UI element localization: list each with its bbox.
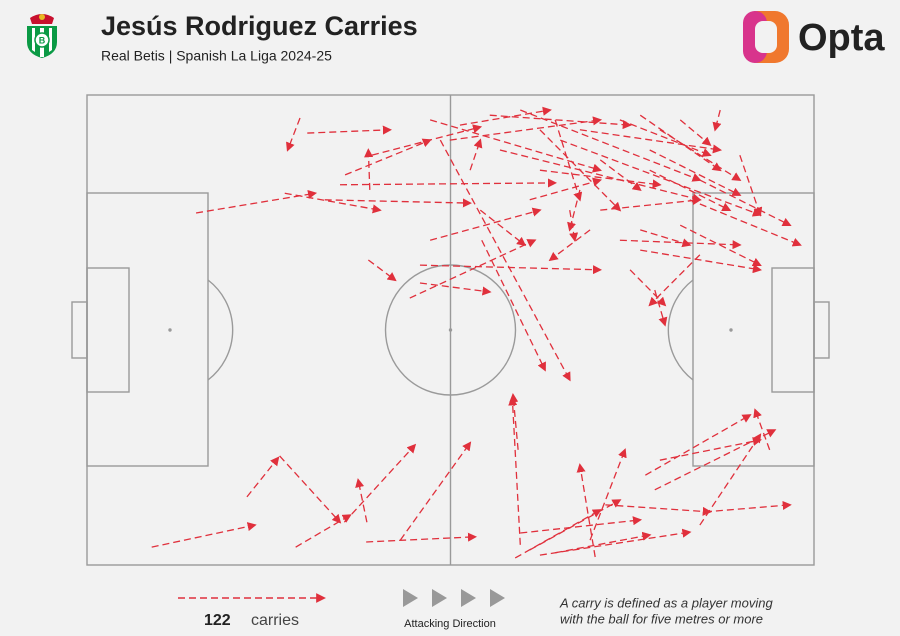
- chart-subtitle: Real Betis | Spanish La Liga 2024-25: [101, 48, 332, 64]
- carry-arrow: [409, 239, 537, 299]
- carry-arrow: [689, 199, 802, 247]
- carry-count: 122: [204, 612, 231, 629]
- carry-arrow: [419, 264, 603, 275]
- carry-arrow: [645, 414, 752, 476]
- carry-arrow: [600, 196, 702, 211]
- pitch: [71, 94, 830, 566]
- carry-arrow: [560, 139, 762, 217]
- carry-arrow: [753, 408, 771, 451]
- carry-arrow: [439, 139, 571, 382]
- carry-arrow: [704, 500, 792, 513]
- carry-arrow: [479, 209, 527, 247]
- carry-arrow: [605, 504, 712, 516]
- carry-arrow: [508, 396, 521, 545]
- carry-arrow: [548, 229, 591, 262]
- carry-arrow: [539, 528, 692, 556]
- carry-arrow: [339, 178, 558, 188]
- carry-arrow: [529, 499, 622, 551]
- carry-arrow: [151, 522, 257, 548]
- carry-arrow: [529, 177, 603, 201]
- carry-arrow: [429, 207, 542, 241]
- carry-arrow: [619, 119, 712, 157]
- svg-text:B: B: [39, 35, 46, 45]
- carry-arrow: [520, 109, 702, 182]
- carry-arrow: [469, 138, 483, 171]
- carry-arrow: [567, 189, 581, 232]
- carry-arrow: [579, 129, 723, 154]
- carry-arrow: [449, 116, 603, 141]
- carry-arrow: [539, 169, 662, 189]
- carry-arrow: [649, 149, 742, 196]
- carry-arrow: [366, 532, 478, 543]
- carry-arrow: [459, 106, 552, 126]
- carry-arrow: [489, 114, 632, 130]
- carry-arrow: [640, 249, 762, 274]
- carry-arrow: [307, 125, 392, 135]
- carry-arrow: [619, 239, 742, 250]
- carry-arrow: [399, 441, 472, 541]
- carry-arrow: [576, 463, 596, 558]
- carry-arrow: [649, 169, 732, 211]
- carry-arrow: [599, 159, 642, 192]
- carries-layer: [151, 106, 802, 559]
- count-label: carries: [251, 612, 299, 629]
- carry-arrow: [195, 189, 318, 214]
- carry-arrow: [344, 138, 432, 176]
- carry-arrow: [648, 254, 701, 307]
- carry-arrow: [279, 455, 342, 524]
- carry-arrow: [699, 433, 762, 526]
- carry-arrow: [324, 198, 472, 208]
- carry-arrow: [286, 117, 301, 152]
- carry-arrow: [419, 282, 492, 296]
- carry-arrow: [520, 516, 643, 534]
- carry-arrow: [654, 289, 668, 327]
- carry-arrow: [246, 456, 280, 498]
- carry-arrow: [499, 149, 702, 203]
- carry-arrow: [629, 269, 667, 307]
- carry-arrow: [509, 393, 519, 450]
- carry-arrow: [355, 478, 368, 523]
- note-line: with the ball for five metres or more: [560, 611, 763, 626]
- carry-arrow: [343, 443, 417, 523]
- brand-name: Opta: [798, 17, 885, 59]
- carry-arrow: [514, 509, 602, 559]
- note-line: A carry is defined as a player moving: [559, 595, 773, 610]
- carry-arrow: [659, 129, 742, 182]
- carry-arrow: [640, 229, 692, 248]
- carry-arrow: [712, 109, 722, 132]
- carry-arrow: [284, 192, 382, 214]
- carry-arrow: [481, 239, 546, 372]
- carry-arrow: [699, 179, 792, 227]
- carry-arrow: [364, 148, 374, 190]
- carry-arrow: [589, 448, 627, 541]
- carry-arrow: [555, 531, 652, 554]
- direction-arrows: [403, 589, 505, 607]
- direction-label: Attacking Direction: [404, 618, 496, 630]
- carry-arrow: [367, 259, 397, 282]
- carry-arrow: [679, 224, 762, 266]
- carry-arrow: [679, 119, 712, 146]
- carry-arrow: [539, 129, 622, 212]
- chart-title: Jesús Rodriguez Carries: [101, 11, 418, 41]
- club-crest: B: [27, 14, 57, 58]
- carry-arrow: [659, 436, 762, 461]
- brand-logo: Opta: [743, 11, 885, 63]
